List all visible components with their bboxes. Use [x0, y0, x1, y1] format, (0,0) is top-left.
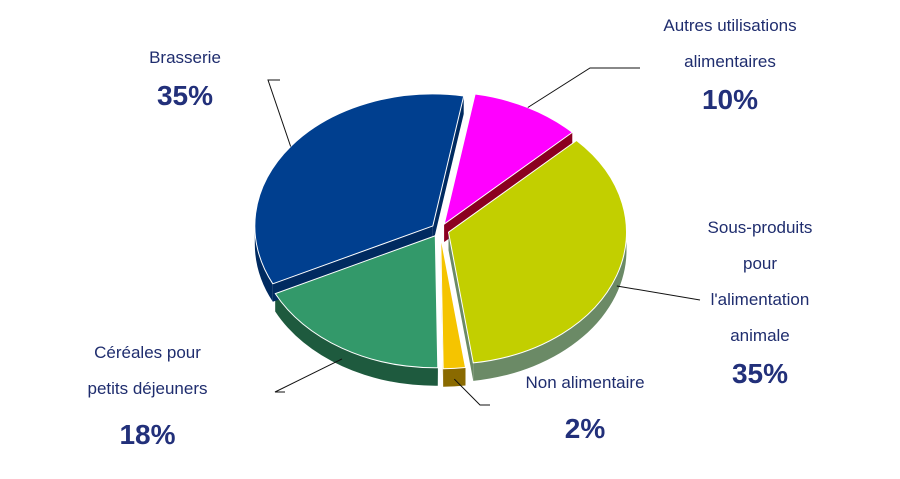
slice-name: l'alimentation [710, 290, 810, 309]
slice-name: Céréales pour [94, 343, 201, 362]
pie-slice-cereales [274, 235, 439, 369]
pie-slice-side-non-alimentaire [443, 367, 466, 387]
pie-slice-autres-utilisations [443, 93, 574, 226]
slice-name: pour [742, 254, 778, 273]
leader-line-non-alimentaire [453, 378, 490, 406]
slice-value: 2% [564, 413, 606, 444]
slice-name: Autres utilisations [663, 16, 797, 35]
pie-slice-side-brasserie [254, 225, 273, 302]
slice-label-cereales: Céréales pour petits déjeuners 18% [40, 335, 255, 455]
slice-label-brasserie: Brasserie 35% [110, 40, 260, 116]
slice-value: 35% [156, 80, 214, 111]
pie-slice-non-alimentaire [440, 236, 467, 370]
leader-line-sous-produits [616, 285, 701, 301]
slice-name: Brasserie [149, 48, 221, 67]
leader-line-cereales [274, 358, 343, 393]
slice-name: alimentaires [684, 52, 776, 71]
slice-label-sous-produits: Sous-produits pour l'alimentation animal… [680, 210, 840, 394]
slice-label-autres-utilisations: Autres utilisations alimentaires 10% [620, 8, 840, 120]
pie-slice-side-cereales [275, 293, 438, 386]
slice-name: petits déjeuners [87, 379, 208, 398]
slice-name: Sous-produits [707, 218, 813, 237]
slice-name: Non alimentaire [525, 373, 645, 392]
slice-value: 18% [119, 419, 176, 450]
leader-line-autres-utilisations [527, 67, 640, 108]
pie-slice-wall-sous-produits [448, 232, 474, 381]
leader-line-brasserie [267, 79, 292, 147]
pie-slice-wall-brasserie [432, 95, 464, 244]
slice-value: 35% [731, 358, 789, 389]
slice-label-non-alimentaire: Non alimentaire 2% [490, 365, 680, 449]
slice-name: animale [730, 326, 790, 345]
pie-slice-sous-produits [447, 139, 627, 364]
slice-value: 10% [701, 84, 759, 115]
